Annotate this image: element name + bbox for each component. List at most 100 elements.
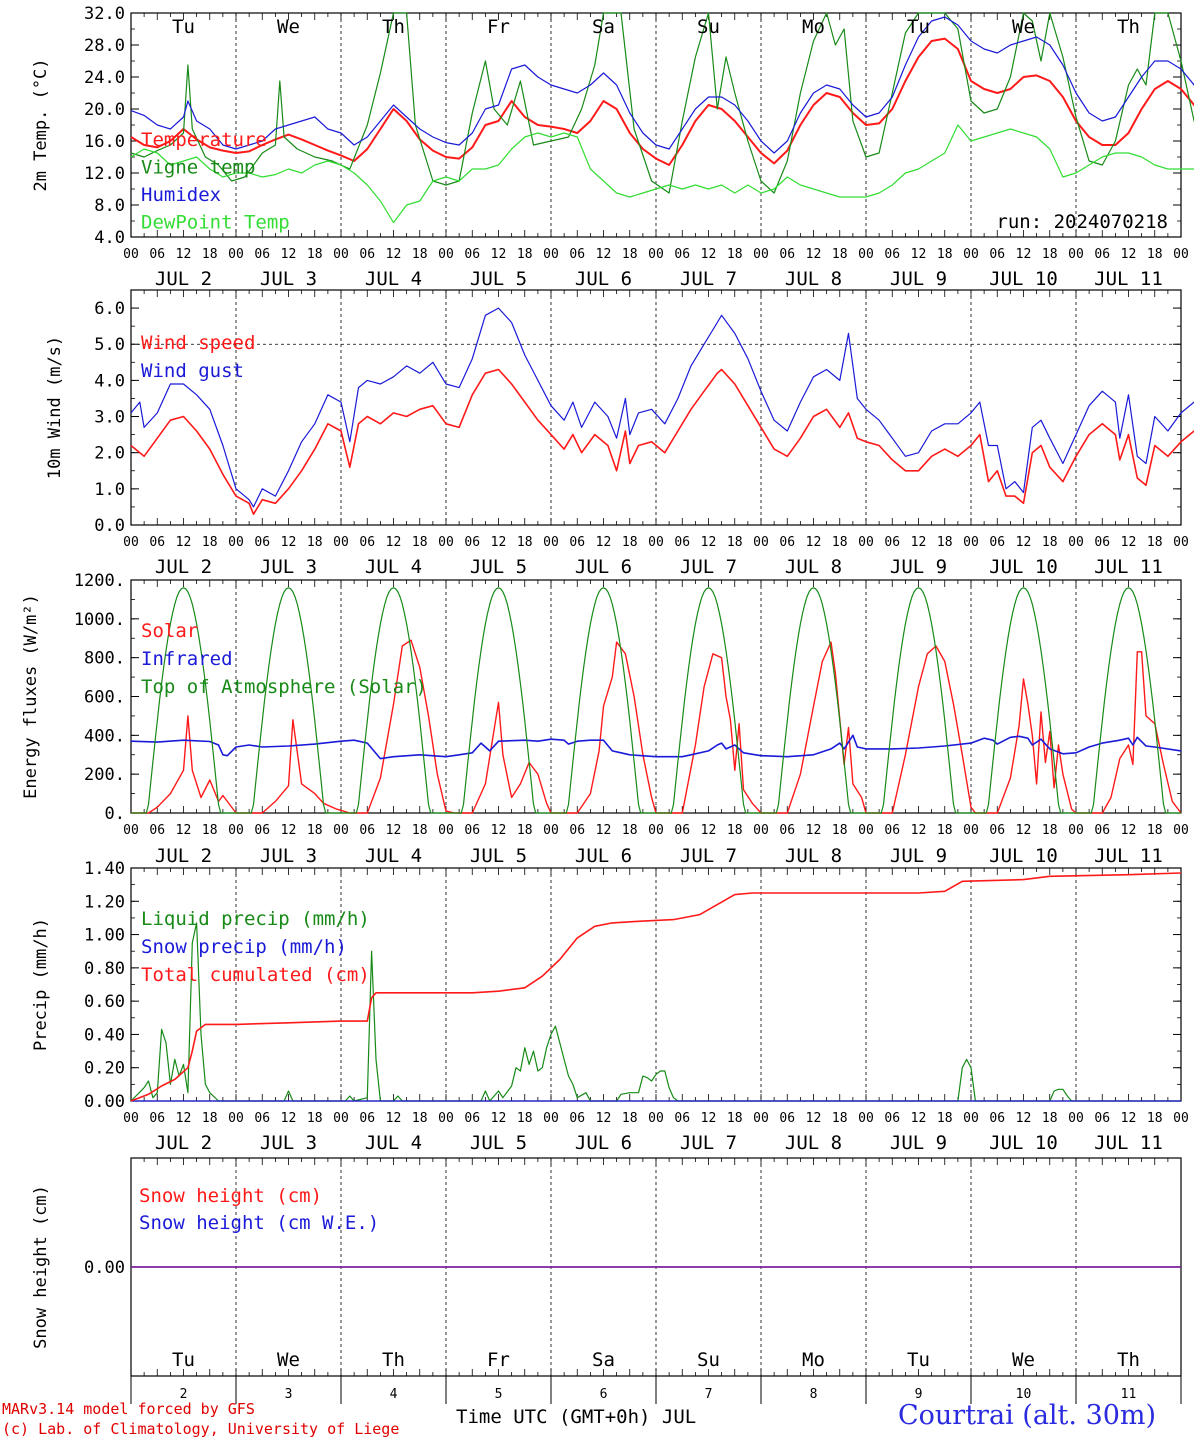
hour-tick-label: 18: [517, 823, 533, 838]
y-tick-label: 0.: [105, 804, 125, 824]
date-label: JUL 4: [365, 268, 422, 290]
date-label: JUL 10: [989, 556, 1058, 578]
y-tick-label: 12.0: [84, 164, 125, 184]
panel-1: 4.0 8.0 12.0 16.0 20.0 24.0 28.0 32.0 2m Temp. (…: [31, 4, 1194, 290]
weekday-label: Th: [382, 1349, 405, 1371]
hour-tick-label: 12: [911, 247, 927, 262]
series-line-dewpoint-temp: [130, 124, 1194, 224]
hour-tick-label: 06: [359, 823, 375, 838]
hour-tick-label: 12: [176, 823, 192, 838]
hour-tick-label: 12: [596, 247, 612, 262]
hour-tick-label: 00: [333, 247, 349, 262]
hour-tick-label: 18: [307, 535, 323, 550]
series-line-vigne-temp: [130, 12, 1194, 194]
hour-tick-label: 00: [963, 535, 979, 550]
hour-tick-label: 12: [806, 1111, 822, 1126]
hour-tick-label: 18: [832, 823, 848, 838]
y-tick-label: 28.0: [84, 36, 125, 56]
day-number-label: 9: [915, 1387, 923, 1402]
hour-tick-label: 00: [438, 247, 454, 262]
hour-tick-label: 00: [963, 247, 979, 262]
hour-tick-label: 00: [123, 1111, 139, 1126]
hour-tick-label: 00: [648, 823, 664, 838]
y-axis-title: Snow height (cm): [31, 1185, 51, 1349]
y-tick-label: 0.40: [84, 1025, 125, 1045]
hour-tick-label: 12: [281, 535, 297, 550]
hour-tick-label: 00: [228, 1111, 244, 1126]
hour-tick-label: 06: [569, 247, 585, 262]
hour-tick-label: 00: [438, 823, 454, 838]
date-label: JUL 10: [989, 268, 1058, 290]
weekday-label: Su: [697, 1349, 720, 1371]
panel-4: 0.00 0.20 0.40 0.60 0.80 1.00 1.20 1.40 Precip (…: [31, 859, 1189, 1154]
y-tick-label: 1000.: [74, 610, 125, 630]
date-label: JUL 2: [155, 268, 212, 290]
hour-tick-label: 00: [123, 535, 139, 550]
legend-entry: Temperature: [141, 129, 267, 151]
hour-tick-label: 18: [307, 1111, 323, 1126]
hour-tick-label: 00: [1068, 247, 1084, 262]
weekday-label: Tu: [907, 1349, 930, 1371]
hour-tick-label: 00: [753, 247, 769, 262]
hour-tick-label: 18: [622, 823, 638, 838]
hour-tick-label: 12: [596, 535, 612, 550]
date-label: JUL 8: [785, 556, 842, 578]
hour-tick-label: 18: [1042, 1111, 1058, 1126]
hour-tick-label: 18: [202, 1111, 218, 1126]
date-label: JUL 9: [890, 268, 947, 290]
hour-tick-label: 00: [543, 535, 559, 550]
legend-entry: Wind gust: [141, 360, 244, 382]
y-tick-label: 1.20: [84, 892, 125, 912]
weekday-label: Su: [697, 16, 720, 38]
date-label: JUL 6: [575, 1132, 632, 1154]
hour-tick-label: 00: [1173, 823, 1189, 838]
hour-tick-label: 00: [543, 823, 559, 838]
y-tick-label: 3.0: [94, 408, 125, 428]
date-label: JUL 5: [470, 845, 527, 867]
hour-tick-label: 06: [989, 823, 1005, 838]
date-label: JUL 6: [575, 845, 632, 867]
y-tick-label: 1200.: [74, 571, 125, 591]
hour-tick-label: 12: [1016, 823, 1032, 838]
hour-tick-label: 18: [937, 1111, 953, 1126]
hour-tick-label: 18: [202, 823, 218, 838]
hour-tick-label: 18: [412, 1111, 428, 1126]
hour-tick-label: 12: [281, 247, 297, 262]
day-number-label: 10: [1016, 1387, 1032, 1402]
hour-tick-label: 12: [386, 247, 402, 262]
hour-tick-label: 18: [622, 535, 638, 550]
hour-tick-label: 12: [176, 535, 192, 550]
hour-tick-label: 06: [359, 1111, 375, 1126]
hour-tick-label: 06: [149, 823, 165, 838]
hour-tick-label: 00: [1173, 247, 1189, 262]
legend-entry: Snow precip (mm/h): [141, 936, 347, 958]
hour-tick-label: 06: [359, 535, 375, 550]
hour-tick-label: 06: [1094, 1111, 1110, 1126]
hour-tick-label: 18: [1147, 823, 1163, 838]
date-label: JUL 8: [785, 268, 842, 290]
hour-tick-label: 06: [674, 1111, 690, 1126]
hour-tick-label: 18: [412, 823, 428, 838]
hour-tick-label: 18: [727, 1111, 743, 1126]
hour-tick-label: 06: [989, 1111, 1005, 1126]
hour-tick-label: 06: [569, 1111, 585, 1126]
hour-tick-label: 12: [701, 247, 717, 262]
hour-tick-label: 00: [1068, 535, 1084, 550]
hour-tick-label: 18: [517, 535, 533, 550]
hour-tick-label: 18: [1042, 823, 1058, 838]
hour-tick-label: 06: [464, 823, 480, 838]
hour-tick-label: 00: [228, 823, 244, 838]
y-axis-title: Energy fluxes (W/m²): [21, 594, 41, 799]
hour-tick-label: 06: [884, 823, 900, 838]
y-axis-title: Precip (mm/h): [31, 918, 51, 1051]
hour-tick-label: 06: [989, 247, 1005, 262]
hour-tick-label: 18: [727, 535, 743, 550]
weekday-label: We: [277, 1349, 300, 1371]
time-axis-title: Time UTC (GMT+0h) JUL: [456, 1406, 697, 1428]
legend-entry: Snow height (cm): [139, 1185, 322, 1207]
weekday-label: Th: [1117, 16, 1140, 38]
hour-tick-label: 00: [228, 247, 244, 262]
date-label: JUL 5: [470, 1132, 527, 1154]
weekday-label: Th: [1117, 1349, 1140, 1371]
